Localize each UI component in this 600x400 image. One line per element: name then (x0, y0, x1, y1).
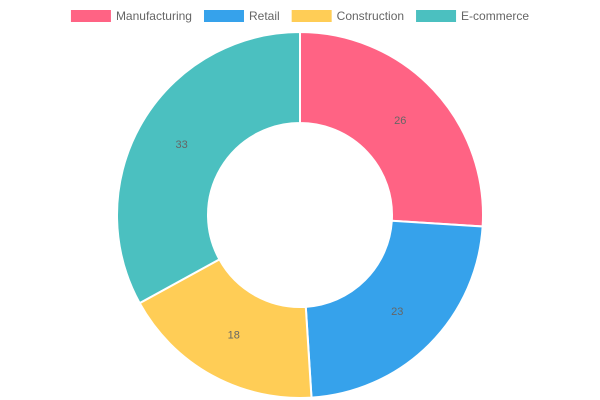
slice (116, 30, 301, 305)
legend-item: Construction (291, 9, 404, 23)
slice (138, 257, 313, 399)
slice (299, 30, 484, 228)
legend-swatch (416, 10, 457, 22)
legend-swatch (70, 10, 111, 22)
legend-swatch (203, 10, 244, 22)
value-label: 26 (394, 115, 406, 127)
legend-label: Manufacturing (116, 9, 192, 23)
legend-item: Manufacturing (70, 9, 192, 23)
legend-label: Retail (249, 9, 280, 23)
legend-label: E-commerce (461, 9, 529, 23)
value-label: 33 (176, 139, 188, 151)
legend-item: E-commerce (416, 9, 529, 23)
legend-item: Retail (203, 9, 280, 23)
legend: Manufacturing Retail Construction E-commerc… (70, 9, 529, 23)
slice (304, 219, 484, 399)
legend-swatch (291, 10, 332, 22)
value-label: 18 (228, 329, 240, 341)
legend-label: Construction (337, 9, 404, 23)
value-label: 23 (391, 306, 403, 318)
